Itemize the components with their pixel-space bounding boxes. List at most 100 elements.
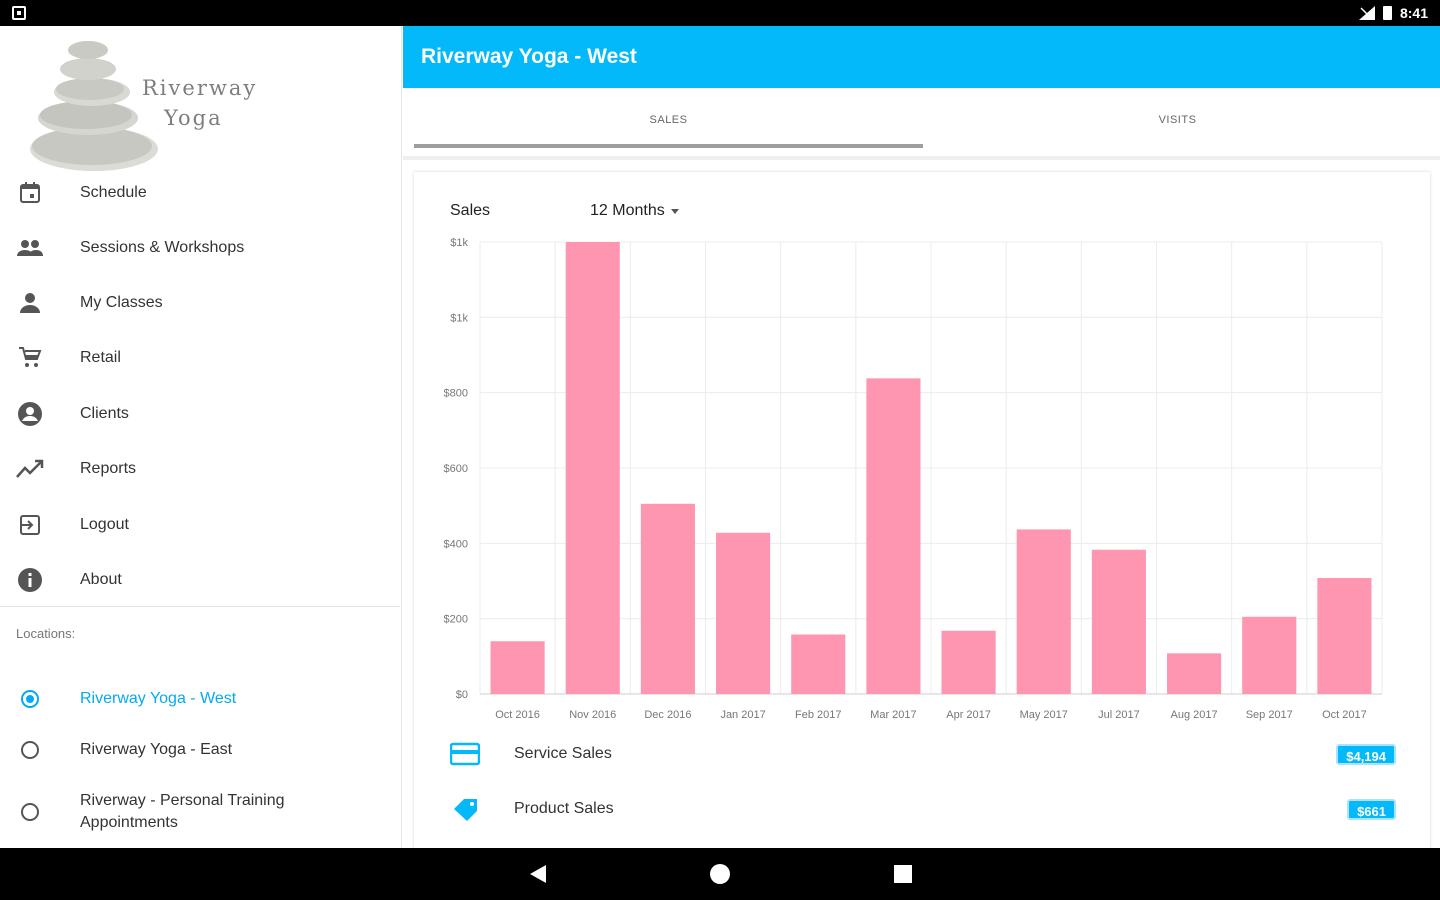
trending-up-icon xyxy=(16,455,44,483)
account-circle-icon xyxy=(16,400,44,428)
x-tick-label: Feb 2017 xyxy=(795,709,841,721)
tabs-divider xyxy=(403,156,1440,160)
nav-item-reports[interactable]: Reports xyxy=(0,441,400,496)
legend-label: Service Sales xyxy=(514,745,612,762)
legend-label: Product Sales xyxy=(514,800,614,817)
bar xyxy=(1242,616,1297,694)
stones-image xyxy=(30,41,158,171)
bar xyxy=(1091,549,1146,694)
bar xyxy=(1167,653,1222,694)
credit-card-icon xyxy=(450,742,480,766)
x-tick-label: Sep 2017 xyxy=(1246,709,1293,721)
tab-visits[interactable]: VISITS xyxy=(1158,114,1197,126)
bar xyxy=(640,503,695,694)
y-tick-label: $400 xyxy=(444,538,468,550)
x-tick-label: Jan 2017 xyxy=(720,709,765,721)
drawer-divider xyxy=(0,606,400,607)
bar xyxy=(490,641,545,694)
back-icon[interactable] xyxy=(526,862,550,886)
logo-text-riverway: Riverway xyxy=(142,76,258,100)
y-tick-label: $600 xyxy=(444,463,468,475)
tag-icon xyxy=(454,799,477,821)
battery-icon xyxy=(1382,6,1392,20)
x-tick-label: Oct 2016 xyxy=(495,709,540,721)
chevron-down-icon xyxy=(670,208,679,214)
legend-service-sales: Service Sales $4,194 xyxy=(414,734,1430,774)
y-tick-label: $1k xyxy=(450,237,468,249)
bar xyxy=(866,378,921,694)
nav-item-schedule[interactable]: Schedule xyxy=(0,165,400,220)
locations-heading: Locations: xyxy=(16,626,76,641)
x-tick-label: Mar 2017 xyxy=(870,709,916,721)
location-label: Riverway Yoga - East xyxy=(80,741,233,758)
signal-icon xyxy=(1358,6,1375,20)
range-value: 12 Months xyxy=(590,202,665,219)
nav-label: Reports xyxy=(80,459,137,477)
nav-label: About xyxy=(80,570,122,588)
status-time: 8:41 xyxy=(1399,5,1428,21)
x-tick-label: Oct 2017 xyxy=(1322,709,1367,721)
nav-label: Retail xyxy=(80,348,121,366)
location-label: Riverway Yoga - West xyxy=(80,690,237,707)
nav-label: Logout xyxy=(80,515,129,533)
bar xyxy=(791,634,846,694)
tab-sales[interactable]: SALES xyxy=(649,114,688,126)
bar xyxy=(565,242,620,694)
tab-indicator xyxy=(414,144,923,148)
x-tick-label: Nov 2016 xyxy=(569,709,616,721)
location-riverway-east[interactable]: Riverway Yoga - East xyxy=(0,739,400,761)
system-navigation-bar xyxy=(0,848,1440,900)
nav-label: Clients xyxy=(80,404,129,422)
y-tick-label: $0 xyxy=(456,689,468,701)
nav-item-sessions-workshops[interactable]: Sessions & Workshops xyxy=(0,220,400,275)
cart-icon xyxy=(16,344,44,372)
tab-bar: SALES VISITS xyxy=(403,88,1440,160)
y-tick-label: $1k xyxy=(450,312,468,324)
x-tick-label: Jul 2017 xyxy=(1098,709,1140,721)
radio-selected-icon[interactable] xyxy=(21,690,39,708)
location-personal-training[interactable]: Riverway - Personal Training Appointment… xyxy=(0,790,400,834)
product-sales-badge: $661 xyxy=(1347,799,1396,820)
y-tick-label: $200 xyxy=(444,614,468,626)
range-dropdown[interactable]: 12 Months xyxy=(590,202,679,220)
navigation-drawer: Riverway Yoga Schedule Sessions & Worksh… xyxy=(0,26,402,848)
radio-unselected-icon[interactable] xyxy=(21,741,39,759)
legend-product-sales: Product Sales $661 xyxy=(414,789,1430,829)
nav-label: Sessions & Workshops xyxy=(80,238,245,256)
person-icon xyxy=(16,289,44,317)
page-title: Riverway Yoga - West xyxy=(421,45,637,68)
sales-bar-chart: $0 $200 $400 $600 $800 $1k $1k Oct 2016 Nov 2016… xyxy=(444,237,1383,721)
nav-label: Schedule xyxy=(80,183,147,201)
nav-item-my-classes[interactable]: My Classes xyxy=(0,275,400,330)
status-right: 8:41 xyxy=(1358,5,1428,21)
nav-item-retail[interactable]: Retail xyxy=(0,330,400,385)
app-bar: Riverway Yoga - West xyxy=(403,26,1440,88)
bar xyxy=(1317,577,1372,694)
riverway-logo: Riverway Yoga xyxy=(14,34,274,182)
info-icon xyxy=(16,566,44,594)
location-riverway-west[interactable]: Riverway Yoga - West xyxy=(0,688,400,710)
logout-icon xyxy=(16,511,44,539)
bar xyxy=(1016,529,1071,694)
x-tick-label: Dec 2016 xyxy=(644,709,691,721)
notification-icon xyxy=(12,6,26,20)
location-label: Riverway - Personal Training Appointment… xyxy=(80,792,285,831)
card-title: Sales xyxy=(450,202,491,219)
x-tick-label: May 2017 xyxy=(1020,709,1068,721)
group-icon xyxy=(16,234,44,262)
radio-unselected-icon[interactable] xyxy=(21,803,39,821)
calendar-icon xyxy=(16,179,44,207)
bar xyxy=(716,532,771,694)
nav-label: My Classes xyxy=(80,293,163,311)
sales-card: Sales 12 Months $0 $200 $400 $600 $800 $1k $1k… xyxy=(414,172,1430,862)
recents-icon[interactable] xyxy=(891,862,915,886)
nav-item-logout[interactable]: Logout xyxy=(0,497,400,552)
home-icon[interactable] xyxy=(708,862,732,886)
nav-item-about[interactable]: About xyxy=(0,552,400,607)
x-tick-label: Apr 2017 xyxy=(946,709,991,721)
x-tick-label: Aug 2017 xyxy=(1171,709,1218,721)
service-sales-badge: $4,194 xyxy=(1336,744,1396,765)
bar xyxy=(941,630,996,694)
nav-item-clients[interactable]: Clients xyxy=(0,386,400,441)
y-tick-label: $800 xyxy=(444,388,468,400)
